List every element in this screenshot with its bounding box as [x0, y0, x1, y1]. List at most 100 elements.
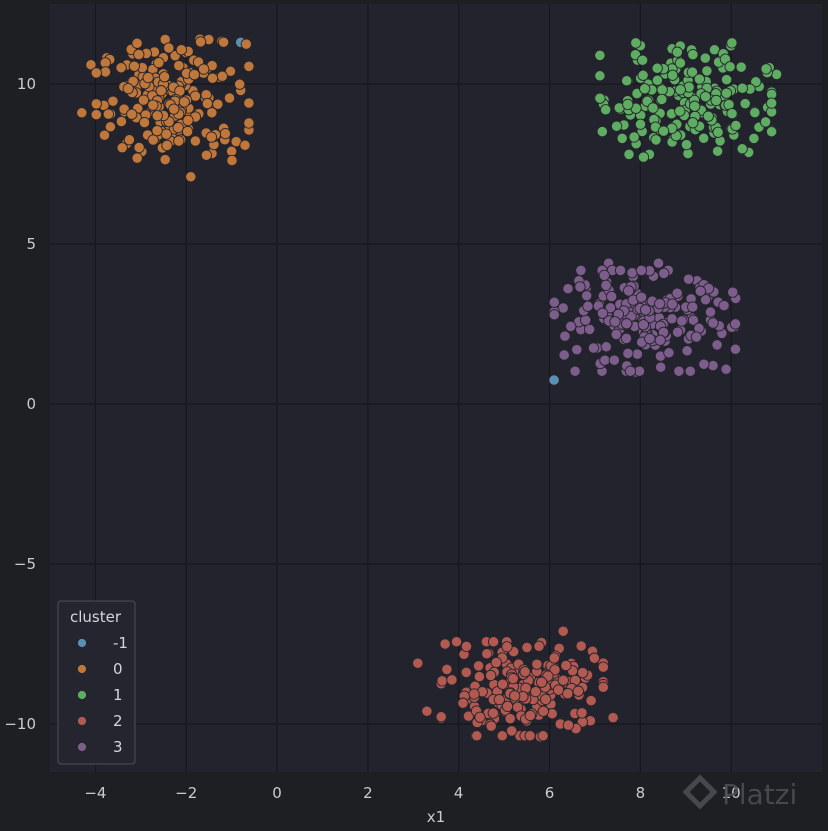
point	[759, 116, 772, 128]
point	[671, 287, 683, 299]
point	[726, 37, 738, 49]
point	[173, 59, 185, 72]
point	[200, 149, 213, 161]
point	[131, 37, 143, 49]
point	[519, 666, 531, 678]
point	[175, 44, 188, 56]
point	[122, 82, 134, 95]
point	[173, 135, 185, 147]
y-tick-label: 10	[17, 75, 36, 93]
point	[599, 354, 611, 366]
point	[206, 72, 219, 84]
point	[639, 83, 651, 95]
point	[161, 139, 173, 152]
point	[735, 61, 747, 73]
point	[206, 107, 218, 119]
point	[446, 674, 458, 686]
watermark-text: Platzi	[722, 778, 797, 811]
point	[487, 707, 499, 719]
point	[639, 304, 652, 316]
legend-item: 3	[77, 738, 123, 756]
point	[637, 319, 650, 331]
point	[472, 660, 485, 672]
point	[607, 711, 619, 724]
point	[597, 681, 609, 693]
x-axis-label: x1	[427, 808, 445, 826]
legend-box	[57, 600, 136, 765]
point	[107, 95, 119, 107]
point	[223, 92, 236, 104]
point	[605, 290, 618, 303]
point	[647, 102, 659, 114]
point	[435, 711, 447, 723]
legend-items: -1 0 1 2 3	[77, 634, 128, 756]
point	[159, 153, 171, 166]
point	[243, 117, 255, 129]
point	[718, 299, 730, 312]
point	[597, 661, 609, 673]
point	[226, 154, 238, 167]
point	[421, 705, 433, 717]
point	[666, 298, 678, 310]
point	[507, 672, 519, 685]
point	[473, 670, 486, 683]
point	[471, 730, 483, 742]
point	[572, 685, 584, 697]
point	[604, 302, 617, 314]
series-0	[76, 33, 255, 183]
point	[138, 116, 151, 129]
point	[582, 300, 594, 312]
point	[652, 257, 665, 269]
point	[558, 349, 570, 361]
point	[698, 358, 710, 370]
point	[689, 100, 701, 112]
point	[600, 104, 612, 116]
x-tick-label: 8	[636, 784, 646, 802]
point	[720, 363, 732, 375]
point	[90, 67, 102, 79]
point	[635, 291, 648, 303]
point	[562, 283, 574, 295]
series-1	[594, 37, 783, 163]
point	[701, 65, 713, 77]
point	[702, 110, 714, 122]
point	[600, 341, 612, 353]
point	[727, 286, 739, 298]
point	[666, 69, 679, 81]
point	[651, 62, 663, 74]
point	[765, 97, 778, 109]
point	[656, 84, 668, 96]
point	[188, 68, 200, 81]
point	[655, 361, 667, 373]
point	[178, 96, 190, 108]
point	[620, 318, 633, 330]
point	[102, 108, 115, 120]
point	[676, 315, 688, 327]
point	[637, 69, 649, 81]
point	[631, 348, 644, 360]
point	[155, 85, 167, 97]
point	[682, 273, 695, 285]
point	[587, 342, 600, 354]
point	[699, 91, 712, 103]
legend-label: -1	[113, 634, 128, 652]
point	[680, 138, 693, 151]
point	[600, 279, 612, 292]
point	[711, 339, 723, 351]
point	[698, 132, 710, 144]
point	[562, 687, 574, 700]
point	[474, 711, 486, 723]
point	[729, 343, 742, 355]
point	[205, 131, 218, 143]
point	[562, 719, 575, 731]
point	[537, 705, 550, 717]
point	[571, 343, 583, 356]
series-3	[548, 257, 742, 378]
point	[115, 115, 128, 128]
point	[736, 143, 748, 155]
x-tick-label: 10	[722, 784, 741, 802]
point	[588, 652, 601, 664]
x-tick-label: 6	[545, 784, 555, 802]
point	[684, 365, 696, 377]
legend-label: 0	[113, 660, 123, 678]
